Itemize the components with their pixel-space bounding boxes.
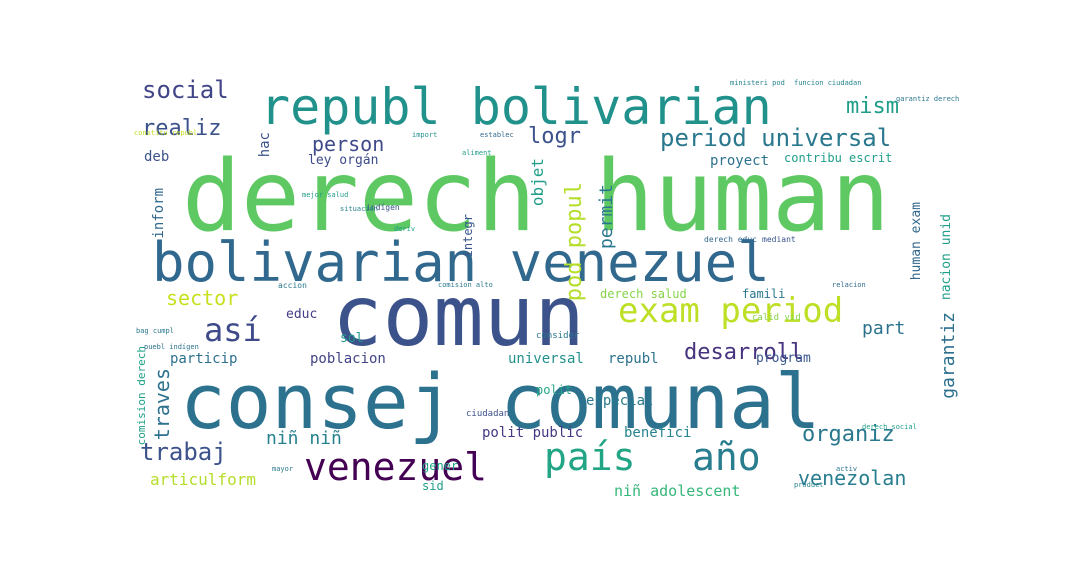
cloud-word: comun [332,267,585,365]
cloud-word: niñ adolescent [614,482,741,500]
cloud-word: integr [461,214,475,258]
cloud-word: contribu escrit [784,151,893,165]
cloud-word: comision alto [438,281,493,289]
cloud-word: period universal [660,124,892,152]
cloud-word: desarroll [684,340,804,365]
cloud-word: exam period [618,291,844,331]
cloud-word: product [794,481,824,489]
cloud-word: comision derech [135,346,148,446]
cloud-word: sector [166,286,239,310]
cloud-word: funcion ciudadan [794,79,862,87]
cloud-word: indígen [366,203,400,212]
cloud-word: inform [151,188,167,239]
cloud-word: republ bolivarian [260,78,772,136]
cloud-word: hac [257,132,273,158]
cloud-word: articulform [150,470,256,489]
cloud-word: traves [150,368,174,441]
cloud-word: consider [536,331,580,341]
cloud-word: logr [528,124,581,149]
cloud-word: sol [340,331,364,346]
cloud-word: deb [144,149,170,165]
cloud-word: así [204,311,262,349]
cloud-word: pod popul [562,182,587,302]
cloud-word: garantiz [938,312,959,399]
cloud-word: sid [422,479,444,493]
cloud-word: republ [608,351,659,367]
cloud-word: deriv [394,225,416,233]
cloud-word: derech educ [704,235,757,244]
cloud-word: calid vid [752,313,801,323]
cloud-word: mediant [762,235,796,244]
cloud-word: venezolan [798,466,907,490]
cloud-word: social [142,76,229,104]
cloud-word: mejor salud [302,191,349,199]
cloud-word: puebl indígen [144,343,199,351]
cloud-word: derech salud [600,287,687,301]
cloud-word: año [692,435,761,479]
cloud-word: mayor [272,465,294,473]
cloud-word: consej comunal [180,357,821,446]
cloud-word: educ [286,307,318,322]
cloud-word: particip [170,351,238,367]
cloud-word: derech social [862,423,917,431]
cloud-word: derech human [182,140,891,254]
cloud-word: benefici [624,425,692,441]
cloud-word: bolivarian venezuel [152,231,770,294]
cloud-word: objet [528,158,547,207]
cloud-word: organiz [802,422,895,447]
cloud-word: polit public [482,425,584,441]
word-cloud: derech human consej comunal comun boliva… [132,76,966,499]
cloud-word: aliment [462,149,492,157]
cloud-word: poblacion [310,351,386,367]
cloud-word: especial [586,393,654,409]
cloud-word: accion [278,281,307,290]
cloud-word: universal [508,351,584,367]
cloud-word: realiz [142,116,222,141]
cloud-word: relacion [832,281,866,289]
cloud-word: establec [480,131,514,139]
cloud-word: nacion unid [939,214,954,301]
cloud-word: permit [596,184,617,250]
cloud-word: bag cumpl [136,327,174,335]
cloud-word: ciudadan [466,409,510,419]
cloud-word: mism [846,94,899,119]
cloud-word: famili [742,287,786,301]
cloud-word: gener [422,459,459,473]
cloud-word: garantiz derech [896,95,960,103]
cloud-word: situacion [340,205,378,213]
cloud-word: niñ niñ [266,428,342,449]
cloud-word: ley orgán [308,153,379,168]
cloud-word: constitu republ [134,129,198,137]
cloud-word: human exam [909,202,924,281]
cloud-word: venezuel [304,445,488,489]
cloud-word: program [756,351,811,366]
cloud-word: activ [836,465,858,473]
cloud-word: person [312,132,385,156]
cloud-word: part [862,318,906,339]
cloud-word: proyect [710,153,770,169]
cloud-word: polit [536,383,573,397]
cloud-word: país [544,435,636,479]
cloud-word: trabaj [140,438,227,466]
cloud-word: import [412,131,438,139]
cloud-word: ministeri pod [730,79,785,87]
